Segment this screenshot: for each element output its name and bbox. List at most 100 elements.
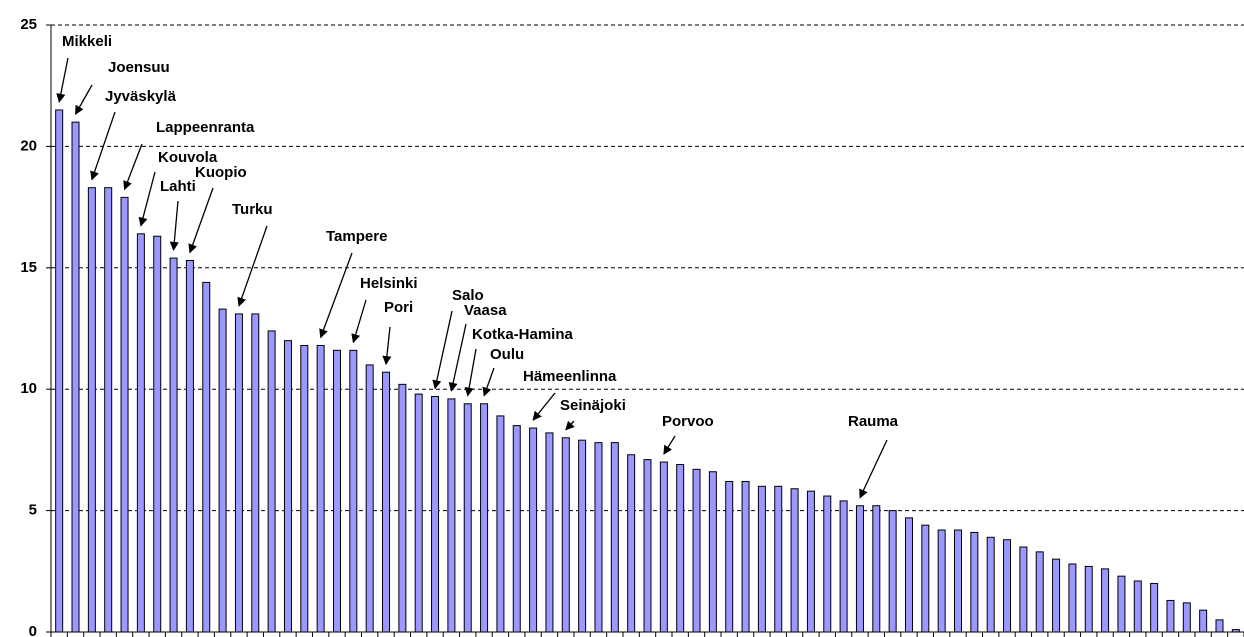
bar: [104, 187, 113, 633]
bar: [741, 480, 750, 633]
label-arrow: [138, 171, 156, 227]
bar: [545, 432, 554, 633]
bar: [1052, 558, 1061, 633]
bar: [1117, 575, 1126, 633]
bar: [1003, 539, 1012, 633]
bar: [202, 281, 211, 633]
bar: [1035, 551, 1044, 633]
bar: [365, 364, 374, 633]
bar-label: Lahti: [160, 178, 196, 195]
bar: [414, 393, 423, 633]
y-tick-label: 15: [20, 259, 37, 276]
bar: [382, 371, 391, 633]
bar: [839, 500, 848, 633]
bar: [1133, 580, 1142, 633]
bar: [970, 531, 979, 633]
bar: [71, 121, 80, 633]
bar: [594, 442, 603, 633]
bar-label: Lappeenranta: [156, 119, 255, 136]
bar: [447, 398, 456, 633]
label-arrow: [532, 392, 556, 421]
bar: [480, 403, 489, 633]
bar-label: Porvoo: [662, 413, 714, 430]
bar: [708, 471, 717, 633]
bar: [627, 454, 636, 633]
bar: [1215, 619, 1224, 633]
bar: [823, 495, 832, 633]
y-tick-label: 25: [20, 16, 37, 33]
bar: [1068, 563, 1077, 633]
y-tick-label: 10: [20, 380, 37, 397]
bar-label: Hämeenlinna: [523, 368, 617, 385]
bar: [725, 480, 734, 633]
bar-label: Kotka-Hamina: [472, 326, 574, 343]
bar: [937, 529, 946, 633]
bar: [55, 109, 64, 633]
bar: [659, 461, 668, 633]
bar: [1019, 546, 1028, 633]
bar: [87, 187, 96, 633]
y-tick-label: 20: [20, 137, 37, 154]
bar: [1150, 582, 1159, 633]
label-arrow: [448, 323, 467, 392]
label-arrow: [859, 439, 888, 499]
bar-label: Jyväskylä: [105, 88, 177, 105]
label-arrow: [74, 84, 93, 115]
bar-label: Kuopio: [195, 164, 247, 181]
bar: [218, 308, 227, 633]
label-arrow: [123, 143, 143, 191]
bar: [185, 260, 194, 633]
bar-label: Seinäjoki: [560, 397, 626, 414]
y-tick-label: 5: [29, 502, 37, 519]
bar: [774, 485, 783, 633]
bar-label: Pori: [384, 299, 413, 316]
bar: [1231, 629, 1240, 633]
bar: [790, 488, 799, 633]
label-arrow: [319, 252, 353, 339]
bar-label: Helsinki: [360, 275, 418, 292]
label-arrow: [663, 435, 676, 455]
label-arrow: [56, 57, 69, 103]
bar: [806, 490, 815, 633]
bar: [610, 442, 619, 633]
bar: [676, 463, 685, 633]
bar: [267, 330, 276, 633]
bar: [283, 340, 292, 633]
bar-label: Vaasa: [464, 302, 507, 319]
y-tick-label: 0: [29, 623, 37, 637]
bar: [496, 415, 505, 633]
bar-label: Oulu: [490, 346, 524, 363]
bar: [153, 235, 162, 633]
bar: [855, 505, 864, 633]
bar: [872, 505, 881, 633]
bar: [251, 313, 260, 633]
label-arrow: [565, 420, 575, 431]
bar-label: Turku: [232, 201, 273, 218]
bar: [463, 403, 472, 633]
bar: [1166, 599, 1175, 633]
bar: [1101, 568, 1110, 633]
bar-label: Rauma: [848, 413, 899, 430]
bar: [316, 344, 325, 633]
label-arrow: [482, 367, 495, 397]
label-arrow: [188, 187, 214, 254]
bar: [1084, 565, 1093, 633]
label-arrow: [464, 348, 477, 397]
bar: [120, 196, 129, 633]
bar-label: Mikkeli: [62, 33, 112, 50]
label-arrow: [169, 200, 179, 251]
bar: [1199, 609, 1208, 633]
bar: [349, 349, 358, 633]
bar-label: Salo: [452, 287, 484, 304]
bar-label: Joensuu: [108, 59, 170, 76]
label-arrow: [237, 225, 268, 307]
bar: [757, 485, 766, 633]
bar: [904, 517, 913, 633]
bar: [431, 395, 440, 633]
label-arrow: [382, 326, 392, 366]
bar: [169, 257, 178, 633]
label-arrow: [90, 111, 116, 181]
bar: [398, 383, 407, 633]
bar: [986, 536, 995, 633]
